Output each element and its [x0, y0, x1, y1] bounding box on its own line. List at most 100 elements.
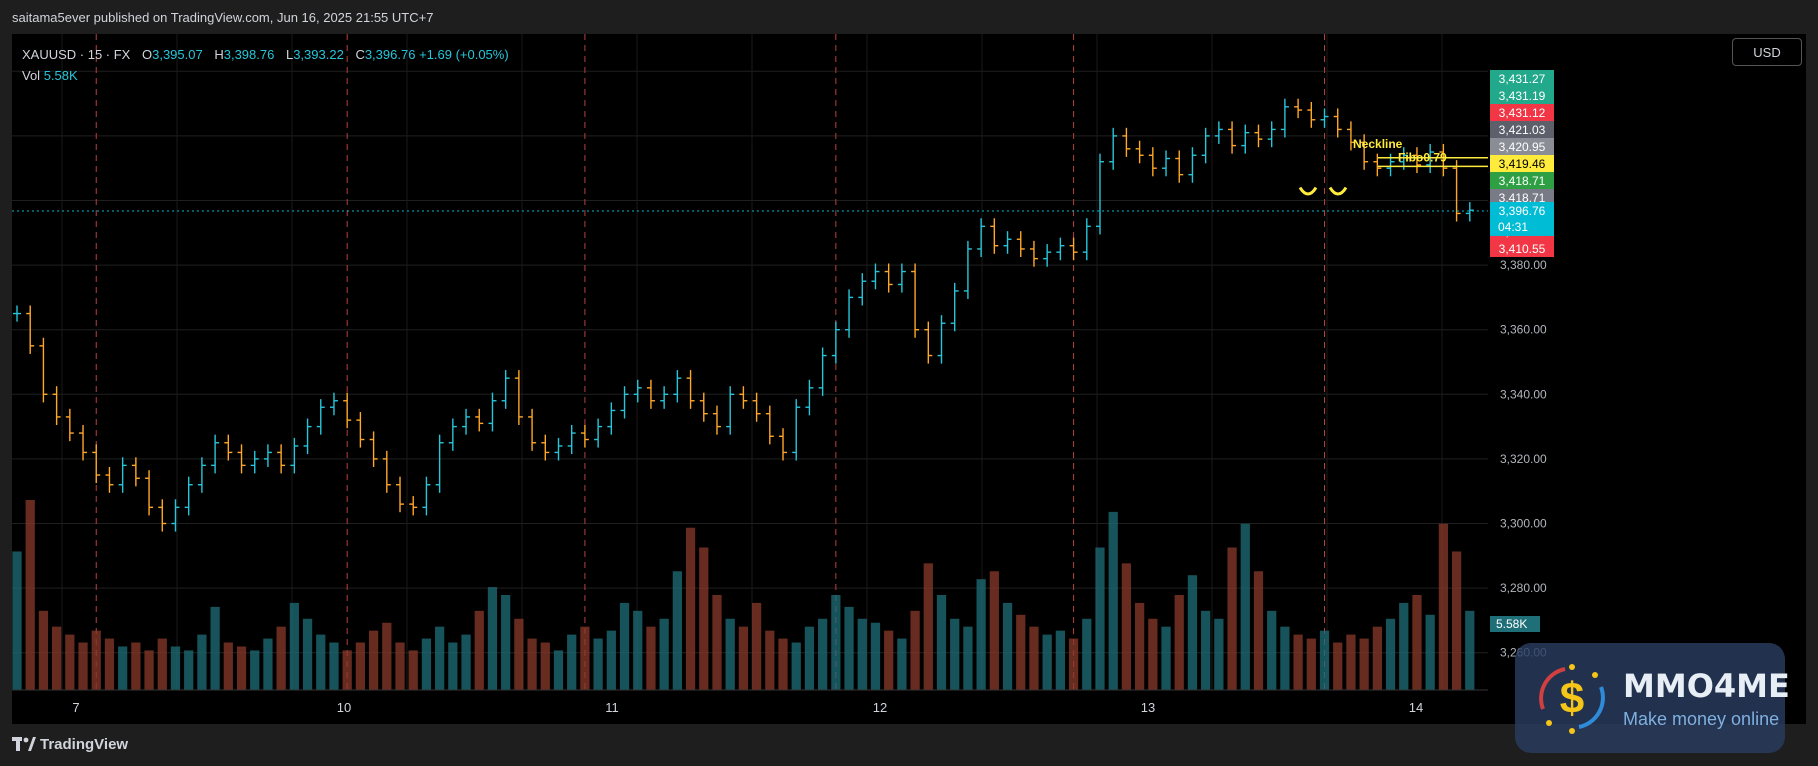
volume-bar: [1451, 551, 1462, 690]
volume-bar: [1425, 614, 1435, 690]
low-value: 3,393.22: [293, 47, 344, 62]
time-tick-label: 13: [1141, 700, 1155, 715]
volume-bar: [593, 638, 603, 690]
price-label-bg: [1490, 121, 1554, 138]
volume-bar: [910, 610, 920, 690]
tradingview-logo[interactable]: TradingView: [12, 736, 128, 753]
volume-bar: [302, 618, 313, 690]
price-label: 3,396.76: [1499, 204, 1546, 218]
price-label: 3,418.71: [1499, 191, 1546, 205]
time-tick-label: 11: [605, 700, 619, 715]
volume-bar: [1333, 642, 1343, 690]
volume-bar: [51, 626, 62, 690]
time-axis: 7 10 11 12 13 14: [12, 689, 1488, 724]
volume-bar: [1359, 638, 1369, 690]
volume-bar: [435, 626, 445, 690]
volume-bar: [289, 602, 299, 690]
price-axis: 3,260.003,280.003,300.003,320.003,340.00…: [1490, 34, 1806, 690]
pattern-arc: [1328, 186, 1348, 196]
volume-bar: [210, 606, 220, 690]
volume-bar: [65, 634, 75, 690]
volume-bar: [1267, 610, 1277, 690]
price-tick-label: 3,360.00: [1500, 323, 1547, 337]
volume-bar: [1121, 563, 1132, 690]
volume-bar: [844, 606, 854, 690]
volume-bar: [1108, 511, 1118, 690]
volume-bar: [236, 646, 247, 690]
price-label-bg: [1490, 87, 1554, 104]
volume-bar: [131, 642, 141, 690]
volume-bar: [329, 642, 339, 690]
price-tick-label: 3,320.00: [1500, 452, 1547, 466]
svg-text:$: $: [1560, 674, 1584, 723]
price-label-bg: [1490, 104, 1554, 121]
currency-button[interactable]: USD: [1732, 38, 1802, 66]
volume-bar: [1029, 626, 1039, 690]
price-label-bg: [1490, 172, 1554, 189]
volume-bar: [1227, 547, 1237, 690]
volume-bar: [223, 642, 233, 690]
volume-bar: [923, 563, 933, 690]
volume-bar: [989, 571, 999, 690]
pattern-arc: [1298, 186, 1318, 196]
volume-bar: [1253, 571, 1264, 690]
tradingview-logo-icon: [12, 737, 36, 751]
watermark-tagline: Make money online: [1623, 709, 1780, 729]
price-label: 3,410.55: [1499, 242, 1546, 256]
volume-bar: [1214, 618, 1224, 690]
volume-bar: [897, 638, 907, 690]
volume-bar: [976, 579, 986, 690]
time-axis-bg: [12, 690, 1488, 724]
volume-bar: [685, 527, 696, 690]
volume-bar: [1465, 610, 1475, 690]
high-value: 3,398.76: [223, 47, 275, 62]
volume-bar: [448, 642, 458, 690]
volume-bar: [818, 618, 828, 690]
volume-bar: [1372, 626, 1382, 690]
volume-bar: [1002, 602, 1013, 690]
annotation-label: Fibo0.79: [1398, 150, 1447, 164]
volume-bar: [540, 642, 550, 690]
volume-bar: [725, 618, 735, 690]
symbol-label[interactable]: XAUUSD · 15 · FX: [22, 47, 131, 62]
volume-bar: [170, 646, 181, 690]
volume-bar: [368, 630, 379, 690]
volume-bar: [1095, 547, 1105, 690]
volume-bar: [12, 551, 22, 690]
volume-bar: [382, 622, 392, 690]
vol-label[interactable]: Vol: [22, 68, 41, 83]
volume-bar: [633, 610, 643, 690]
volume-bar: [765, 630, 775, 690]
volume-bar: [1385, 618, 1396, 690]
volume-bar: [38, 610, 49, 690]
volume-bar: [487, 587, 498, 690]
volume-bar: [699, 547, 709, 690]
volume-bar: [263, 638, 273, 690]
volume-bar: [963, 626, 973, 690]
price-label-bg: [1490, 240, 1554, 257]
volume-bar: [1055, 630, 1065, 690]
volume-bar: [1187, 575, 1198, 690]
volume-bar: [672, 571, 682, 690]
volume-bar: [831, 595, 841, 690]
volume-bars: [12, 500, 1475, 690]
dollar-coin-icon: $: [1539, 664, 1605, 734]
time-tick-label: 7: [72, 700, 79, 715]
price-label: 3,421.03: [1499, 123, 1546, 137]
volume-bar: [1161, 626, 1171, 690]
volume-bar: [395, 642, 405, 690]
volume-bar: [751, 602, 762, 690]
volume-bar: [91, 630, 101, 690]
volume-bar: [1306, 638, 1316, 690]
price-label: 3,431.12: [1499, 106, 1546, 120]
price-label-bg: [1490, 138, 1554, 155]
volume-bar: [1412, 595, 1422, 690]
volume-bar: [1148, 618, 1158, 690]
open-label: O: [141, 47, 153, 62]
volume-bar: [606, 630, 616, 690]
publish-header: saitama5ever published on TradingView.co…: [0, 0, 1818, 34]
volume-bar: [527, 638, 537, 690]
volume-bar: [250, 650, 260, 690]
price-label: 3,418.71: [1499, 174, 1546, 188]
